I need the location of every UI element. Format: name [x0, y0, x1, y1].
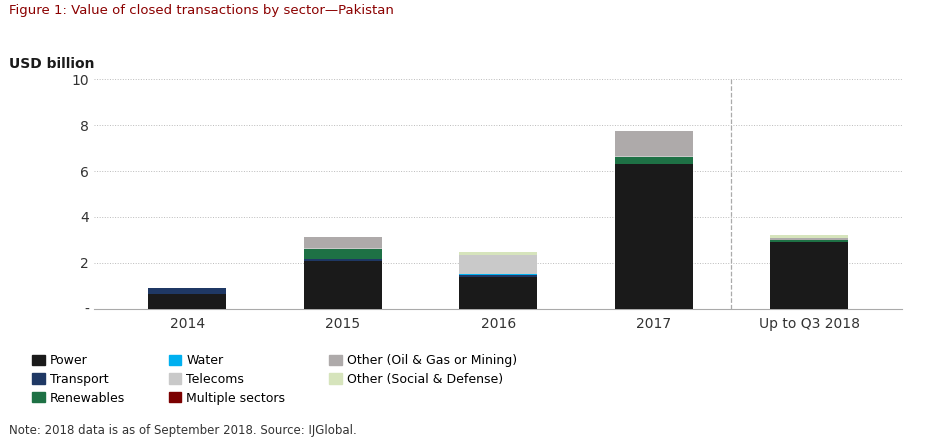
Legend: Power, Transport, Renewables, Water, Telecoms, Multiple sectors, Other (Oil & Ga: Power, Transport, Renewables, Water, Tel… — [27, 349, 522, 410]
Bar — [149, 288, 227, 295]
Text: Note: 2018 data is as of September 2018. Source: IJGlobal.: Note: 2018 data is as of September 2018.… — [9, 424, 357, 437]
Bar — [460, 252, 537, 254]
Bar — [460, 276, 537, 277]
Bar — [615, 156, 693, 157]
Bar — [770, 240, 848, 242]
Bar — [770, 242, 848, 309]
Bar — [460, 254, 537, 274]
Text: Figure 1: Value of closed transactions by sector—Pakistan: Figure 1: Value of closed transactions b… — [9, 4, 394, 17]
Bar — [304, 248, 382, 249]
Bar — [149, 295, 227, 309]
Bar — [770, 238, 848, 240]
Bar — [460, 277, 537, 309]
Bar — [615, 164, 693, 309]
Bar — [615, 131, 693, 156]
Bar — [304, 261, 382, 309]
Bar — [460, 274, 537, 276]
Bar — [770, 235, 848, 238]
Bar — [304, 259, 382, 261]
Text: USD billion: USD billion — [9, 57, 95, 71]
Bar — [615, 157, 693, 164]
Bar — [304, 237, 382, 248]
Bar — [304, 249, 382, 259]
